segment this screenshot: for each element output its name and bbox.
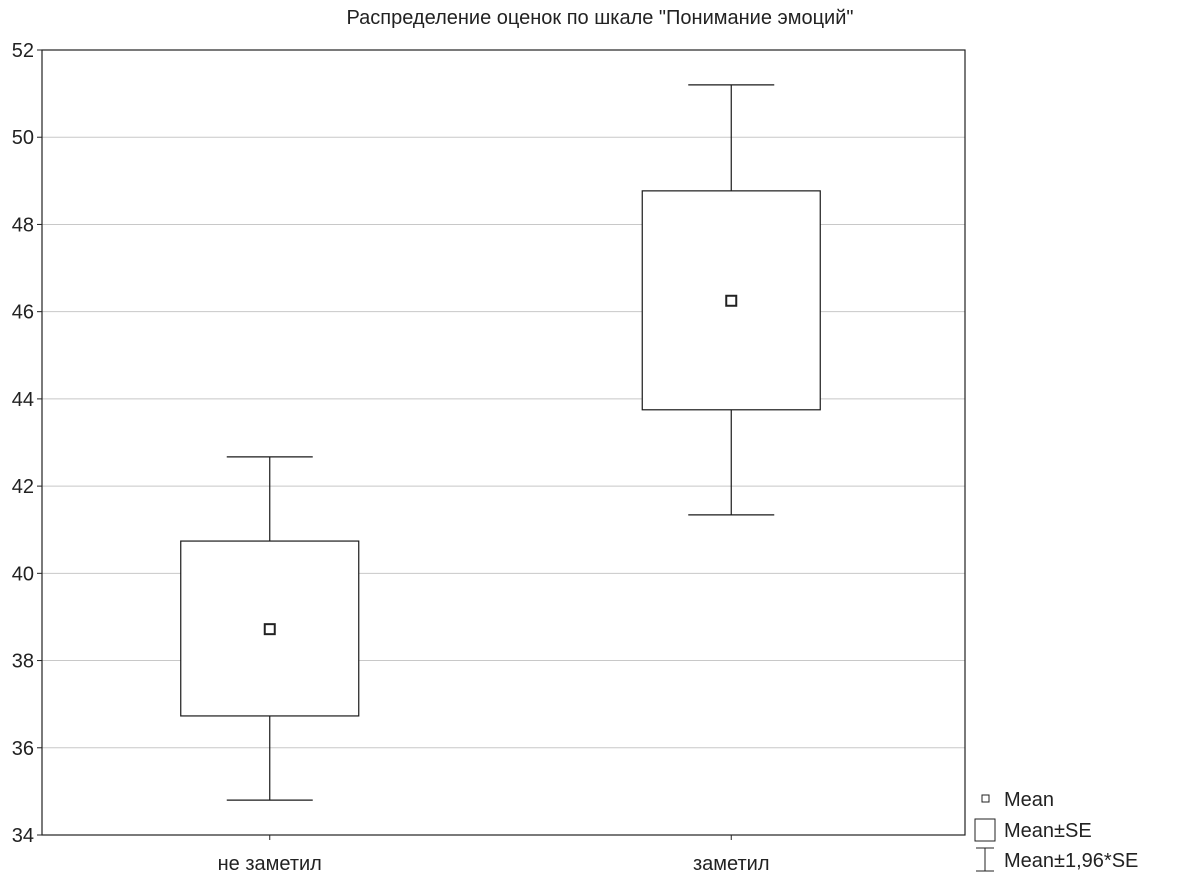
legend-mean-marker bbox=[981, 794, 990, 803]
mean-marker bbox=[263, 623, 276, 636]
legend-se-marker bbox=[974, 818, 996, 842]
y-tick-label: 44 bbox=[12, 389, 34, 411]
legend-mean-label: Mean bbox=[1004, 789, 1054, 811]
y-tick-label: 48 bbox=[12, 214, 34, 236]
plot-frame bbox=[41, 49, 966, 836]
legend: Mean Mean±SE Mean±1,96*SE bbox=[974, 789, 1138, 872]
chart-title: Распределение оценок по шкале "Понимание… bbox=[347, 7, 854, 29]
mean-marker bbox=[725, 294, 738, 307]
y-tick-label: 38 bbox=[12, 651, 34, 673]
y-tick-label: 36 bbox=[12, 738, 34, 760]
y-tick-label: 50 bbox=[12, 127, 34, 149]
y-tick-label: 42 bbox=[12, 476, 34, 498]
y-tick-label: 52 bbox=[12, 40, 34, 62]
y-tick-label: 46 bbox=[12, 302, 34, 324]
x-tick-label: не заметил bbox=[218, 853, 322, 875]
x-tick-label: заметил bbox=[693, 853, 770, 875]
legend-se-label: Mean±SE bbox=[1004, 820, 1092, 842]
legend-ci-label: Mean±1,96*SE bbox=[1004, 850, 1138, 872]
legend-ci-marker bbox=[976, 847, 994, 872]
y-tick-label: 34 bbox=[12, 825, 34, 847]
y-tick-label: 40 bbox=[12, 563, 34, 585]
